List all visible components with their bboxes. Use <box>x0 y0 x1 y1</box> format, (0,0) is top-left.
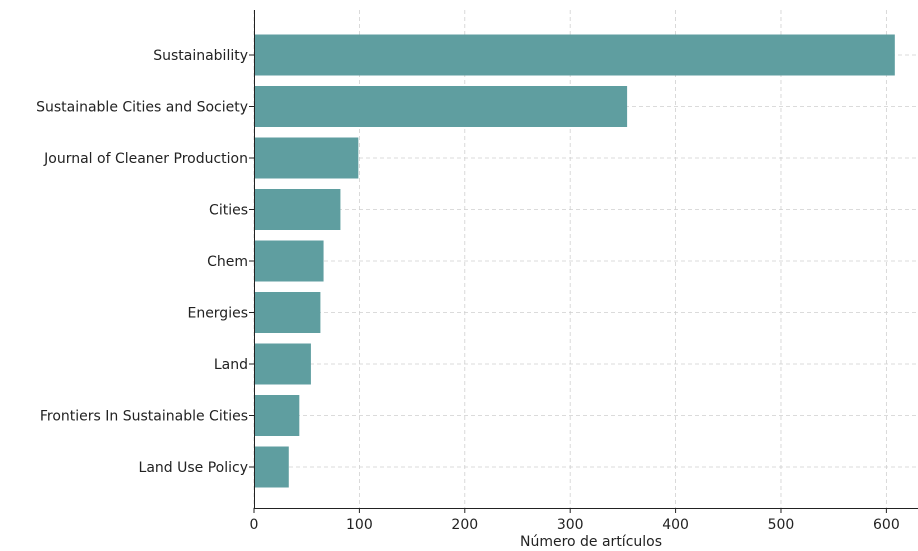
x-tick-label: 100 <box>346 517 373 533</box>
category-label: Sustainable Cities and Society <box>36 100 248 116</box>
x-tick-label: 400 <box>662 517 689 533</box>
category-label: Journal of Cleaner Production <box>43 151 248 167</box>
x-tick-label: 300 <box>557 517 584 533</box>
bar <box>254 189 341 230</box>
x-axis-label: Número de artículos <box>520 534 662 550</box>
category-label: Cities <box>209 203 248 219</box>
bar <box>254 395 300 436</box>
x-ticks: 0 100 200 300 400 500 600 <box>250 508 900 533</box>
bar <box>254 292 321 333</box>
bar <box>254 343 311 385</box>
category-label: Chem <box>207 254 248 270</box>
category-label: Land Use Policy <box>139 460 248 476</box>
category-label: Sustainability <box>153 48 248 64</box>
bars <box>254 34 895 488</box>
x-tick-label: 200 <box>451 517 478 533</box>
grid-lines <box>253 10 918 508</box>
x-tick-label: 600 <box>873 517 900 533</box>
bar <box>254 34 895 76</box>
bar <box>254 86 628 127</box>
bar <box>254 137 359 179</box>
x-tick-label: 500 <box>768 517 795 533</box>
bar <box>254 240 324 282</box>
bar <box>254 446 289 488</box>
category-label: Frontiers In Sustainable Cities <box>40 409 248 425</box>
category-label: Land <box>214 357 248 373</box>
category-labels: Sustainability Sustainable Cities and Soc… <box>36 48 254 476</box>
x-tick-label: 0 <box>250 517 259 533</box>
category-label: Energies <box>187 306 248 322</box>
